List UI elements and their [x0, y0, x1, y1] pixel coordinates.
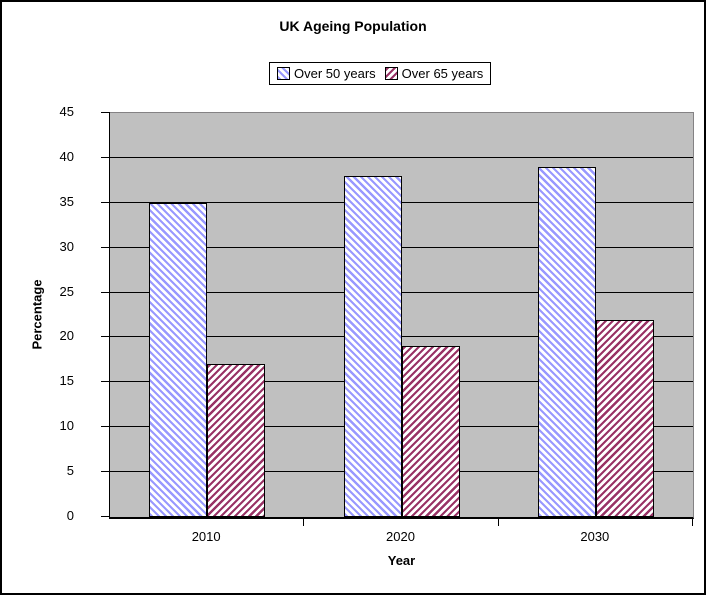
y-tick-label-0: 0 — [66, 508, 74, 523]
y-tick-label-10: 10 — [59, 418, 74, 434]
legend-swatch-over65-icon — [384, 67, 398, 80]
bar-over-50-years-2030 — [537, 166, 596, 517]
bar-over-50-years-2020 — [343, 175, 402, 517]
gridline-35 — [110, 201, 693, 203]
y-tick-15 — [101, 381, 110, 383]
gridline-30 — [110, 246, 693, 248]
gridline-40 — [110, 156, 693, 158]
legend-item-0: Over 50 years — [277, 66, 376, 81]
legend-label: Over 65 years — [401, 66, 484, 81]
y-tick-30 — [101, 246, 110, 248]
y-tick-35 — [101, 201, 110, 203]
y-tick-0 — [101, 516, 110, 517]
x-tick-3 — [692, 519, 693, 526]
bar-over-65-years-2020 — [401, 346, 460, 517]
x-axis-title: Year — [387, 553, 416, 568]
legend-label: Over 50 years — [294, 66, 376, 81]
y-tick-label-45: 45 — [59, 104, 74, 119]
y-tick-10 — [101, 426, 110, 428]
x-category-label-2030: 2030 — [580, 529, 610, 544]
x-tick-1 — [303, 519, 305, 526]
y-tick-label-20: 20 — [59, 328, 74, 344]
gridline-20 — [110, 336, 693, 338]
plot-area — [109, 112, 694, 519]
bar-over-65-years-2010 — [207, 364, 266, 517]
x-tick-2 — [497, 519, 499, 526]
legend: Over 50 years Over 65 years — [269, 62, 492, 85]
y-tick-40 — [101, 156, 110, 158]
legend-item-1: Over 65 years — [384, 66, 484, 81]
y-tick-label-15: 15 — [59, 373, 74, 389]
legend-swatch-over50-icon — [277, 67, 290, 80]
y-tick-25 — [101, 291, 110, 293]
x-category-label-2010: 2010 — [191, 529, 221, 544]
chart-title: UK Ageing Population — [279, 18, 427, 34]
bar-over-50-years-2010 — [149, 202, 208, 517]
y-tick-5 — [101, 471, 110, 473]
y-tick-label-25: 25 — [59, 283, 74, 299]
y-tick-label-30: 30 — [59, 238, 74, 254]
bar-over-65-years-2030 — [595, 319, 654, 517]
y-tick-45 — [101, 112, 110, 113]
y-tick-label-40: 40 — [59, 148, 74, 164]
y-tick-label-5: 5 — [66, 463, 74, 479]
y-tick-20 — [101, 336, 110, 338]
y-tick-label-35: 35 — [59, 193, 74, 209]
x-category-label-2020: 2020 — [386, 529, 415, 544]
gridline-25 — [110, 291, 693, 293]
